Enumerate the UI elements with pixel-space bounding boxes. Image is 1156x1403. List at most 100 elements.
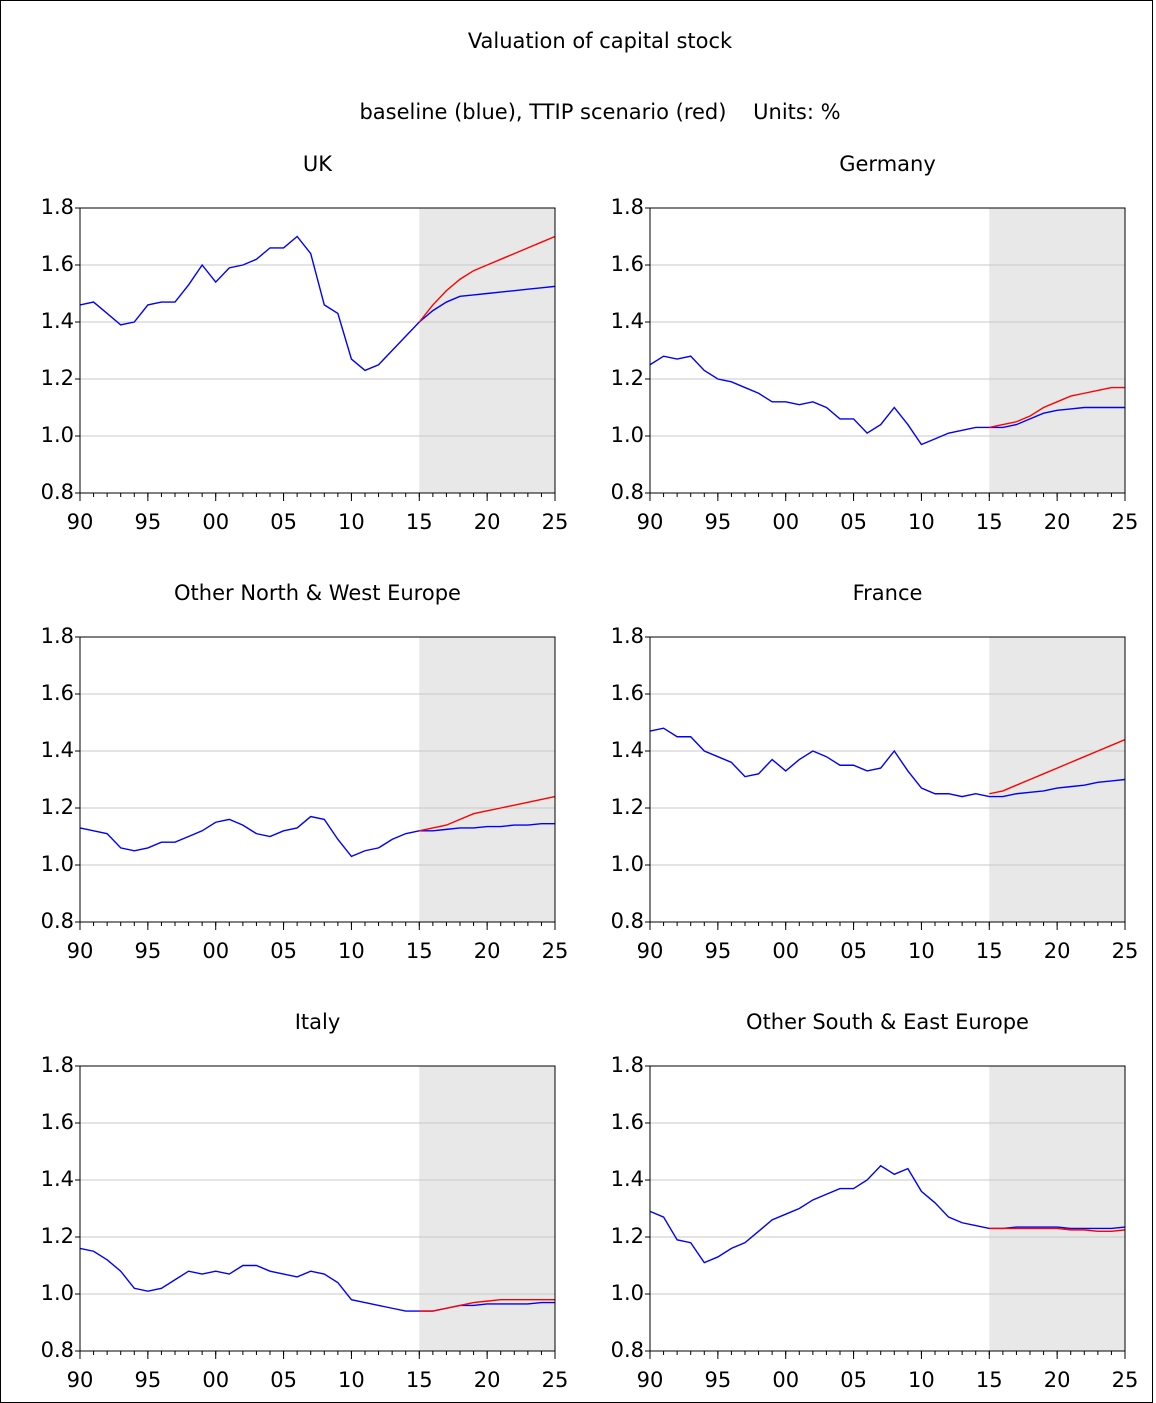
y-tick-label: 1.0 [41, 423, 74, 447]
plot-frame [79, 636, 556, 923]
y-tick-label: 1.8 [611, 624, 644, 648]
x-tick-label: 95 [704, 510, 731, 534]
series-line [649, 355, 1125, 446]
x-tick-label: 25 [542, 1368, 569, 1392]
y-tick-label: 1.0 [611, 423, 644, 447]
x-tick-label: 05 [270, 510, 297, 534]
x-tick-label: 25 [1112, 939, 1139, 963]
y-tick-label: 1.6 [611, 252, 644, 276]
x-tick-label: 10 [908, 1368, 935, 1392]
series-line [79, 1247, 555, 1312]
x-tick-label: 10 [908, 510, 935, 534]
y-tick-label: 1.0 [611, 1281, 644, 1305]
y-tick-label: 1.2 [611, 366, 644, 390]
x-tick-label: 20 [474, 1368, 501, 1392]
y-tick-label: 1.4 [611, 738, 644, 762]
x-tick-label: 20 [1044, 939, 1071, 963]
x-tick-label: 25 [1112, 1368, 1139, 1392]
x-tick-label: 05 [840, 510, 867, 534]
x-tick-label: 95 [704, 939, 731, 963]
x-tick-label: 20 [474, 510, 501, 534]
series-line [989, 386, 1125, 429]
y-tick-label: 1.4 [611, 1167, 644, 1191]
forecast-shade [989, 637, 1125, 922]
forecast-shade [419, 208, 555, 493]
y-tick-label: 1.8 [611, 195, 644, 219]
x-tick-label: 15 [976, 1368, 1003, 1392]
x-tick-label: 10 [908, 939, 935, 963]
y-tick-label: 0.8 [611, 909, 644, 933]
x-tick-label: 15 [406, 939, 433, 963]
y-tick-label: 1.4 [41, 309, 74, 333]
series-line [989, 738, 1126, 795]
x-tick-label: 90 [637, 939, 664, 963]
y-tick-label: 0.8 [41, 909, 74, 933]
x-tick-label: 00 [772, 510, 799, 534]
x-tick-label: 25 [542, 510, 569, 534]
forecast-shade [419, 1066, 555, 1351]
series-line [649, 727, 1126, 798]
chart-title: France [853, 581, 923, 605]
plot-frame [79, 1065, 556, 1352]
x-tick-label: 95 [704, 1368, 731, 1392]
y-tick-label: 1.2 [41, 1224, 74, 1248]
y-tick-label: 0.8 [41, 480, 74, 504]
plot-frame [649, 636, 1126, 923]
y-tick-label: 1.0 [611, 852, 644, 876]
chart-title: UK [303, 152, 333, 176]
y-tick-label: 1.4 [41, 738, 74, 762]
forecast-shade [419, 637, 555, 922]
y-tick-label: 1.4 [41, 1167, 74, 1191]
figure-subtitle: baseline (blue), TTIP scenario (red) Uni… [359, 100, 840, 124]
forecast-shade [989, 1066, 1125, 1351]
x-tick-label: 15 [976, 510, 1003, 534]
x-tick-label: 15 [976, 939, 1003, 963]
x-tick-label: 90 [637, 510, 664, 534]
y-tick-label: 1.6 [41, 252, 74, 276]
x-tick-label: 00 [772, 1368, 799, 1392]
figure-title: Valuation of capital stock [468, 29, 733, 53]
y-tick-label: 1.8 [41, 195, 74, 219]
plot-frame [649, 1065, 1126, 1352]
x-tick-label: 95 [134, 1368, 161, 1392]
series-line [79, 815, 555, 858]
x-tick-label: 90 [67, 939, 94, 963]
x-tick-label: 10 [338, 510, 365, 534]
x-tick-label: 20 [1044, 1368, 1071, 1392]
x-tick-label: 05 [270, 939, 297, 963]
x-tick-label: 20 [1044, 510, 1071, 534]
x-tick-label: 10 [338, 939, 365, 963]
x-tick-label: 05 [840, 1368, 867, 1392]
x-tick-label: 25 [1112, 510, 1139, 534]
series-line [79, 235, 556, 372]
chart-title: Other North & West Europe [174, 581, 461, 605]
plot-frame [649, 207, 1126, 494]
x-tick-label: 00 [202, 1368, 229, 1392]
chart-title: Other South & East Europe [746, 1010, 1029, 1034]
y-tick-label: 1.8 [41, 624, 74, 648]
y-tick-label: 1.2 [41, 366, 74, 390]
x-tick-label: 00 [772, 939, 799, 963]
x-tick-label: 15 [406, 510, 433, 534]
y-tick-label: 1.2 [611, 795, 644, 819]
series-line [418, 235, 556, 323]
y-tick-label: 1.6 [41, 1110, 74, 1134]
x-tick-label: 15 [406, 1368, 433, 1392]
y-tick-label: 1.0 [41, 852, 74, 876]
x-tick-label: 00 [202, 510, 229, 534]
x-tick-label: 95 [134, 510, 161, 534]
x-tick-label: 00 [202, 939, 229, 963]
chart-title: Germany [839, 152, 936, 176]
x-tick-label: 05 [840, 939, 867, 963]
x-tick-label: 05 [270, 1368, 297, 1392]
series-line [989, 1227, 1126, 1232]
x-tick-label: 90 [67, 510, 94, 534]
x-tick-label: 90 [67, 1368, 94, 1392]
y-tick-label: 1.8 [611, 1053, 644, 1077]
y-tick-label: 1.0 [41, 1281, 74, 1305]
y-tick-label: 1.6 [611, 1110, 644, 1134]
series-line [419, 1299, 555, 1312]
x-tick-label: 90 [637, 1368, 664, 1392]
y-tick-label: 1.2 [41, 795, 74, 819]
y-tick-label: 0.8 [611, 1338, 644, 1362]
